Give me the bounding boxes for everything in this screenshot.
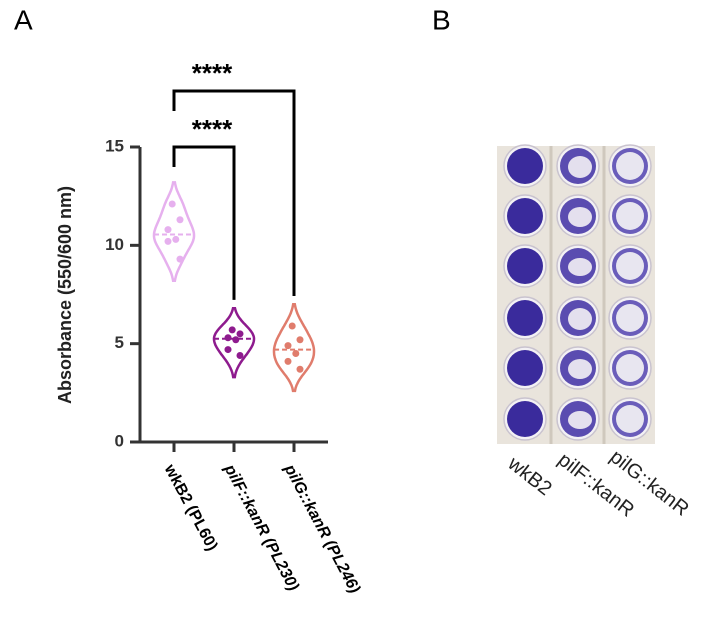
well-clear xyxy=(568,359,592,379)
y-tick-label: 5 xyxy=(115,333,124,352)
violin xyxy=(212,307,256,379)
data-point xyxy=(292,350,300,357)
significance-label: **** xyxy=(192,58,233,88)
well-clear xyxy=(616,304,644,332)
well-stain xyxy=(507,148,543,184)
well-stain xyxy=(507,248,543,284)
data-point xyxy=(224,346,232,354)
data-point xyxy=(172,235,180,243)
photo-label: wkB2 xyxy=(503,452,556,500)
significance-label: **** xyxy=(192,114,233,144)
y-axis-label: Absorbance (550/600 nm) xyxy=(55,186,75,404)
significance-bracket xyxy=(172,145,236,300)
well-clear xyxy=(616,405,644,433)
y-tick-label: 10 xyxy=(105,235,124,254)
data-point xyxy=(284,357,292,365)
well-clear xyxy=(616,354,644,382)
data-point xyxy=(296,336,304,344)
well-stain xyxy=(507,401,543,437)
data-point xyxy=(168,200,176,208)
y-tick-label: 15 xyxy=(105,136,124,155)
well-stain xyxy=(507,198,543,234)
well-clear xyxy=(616,202,644,230)
panel-label: A xyxy=(14,4,33,35)
well-clear xyxy=(616,152,644,180)
well-clear xyxy=(568,411,592,429)
well-clear xyxy=(568,308,592,330)
data-point xyxy=(232,336,240,344)
x-tick-label: wkB2 (PL60) xyxy=(160,461,220,554)
data-point xyxy=(224,334,232,342)
data-point xyxy=(164,226,172,234)
well-clear xyxy=(616,252,644,280)
well-clear xyxy=(568,156,592,178)
data-point xyxy=(176,216,184,224)
well-clear xyxy=(568,207,592,227)
data-point xyxy=(236,330,244,338)
plate-photo xyxy=(497,144,655,444)
data-point xyxy=(296,365,304,373)
data-point xyxy=(228,326,236,334)
data-point xyxy=(236,351,244,359)
well-clear xyxy=(568,258,592,276)
violin xyxy=(272,303,316,393)
data-point xyxy=(288,322,296,330)
data-point xyxy=(284,342,292,350)
y-tick-label: 0 xyxy=(115,431,124,450)
data-point xyxy=(164,237,172,245)
significance-bracket xyxy=(172,89,296,296)
panel-label: B xyxy=(432,4,451,35)
data-point xyxy=(176,255,184,263)
well-stain xyxy=(507,300,543,336)
violin xyxy=(152,181,196,282)
well-stain xyxy=(507,350,543,386)
